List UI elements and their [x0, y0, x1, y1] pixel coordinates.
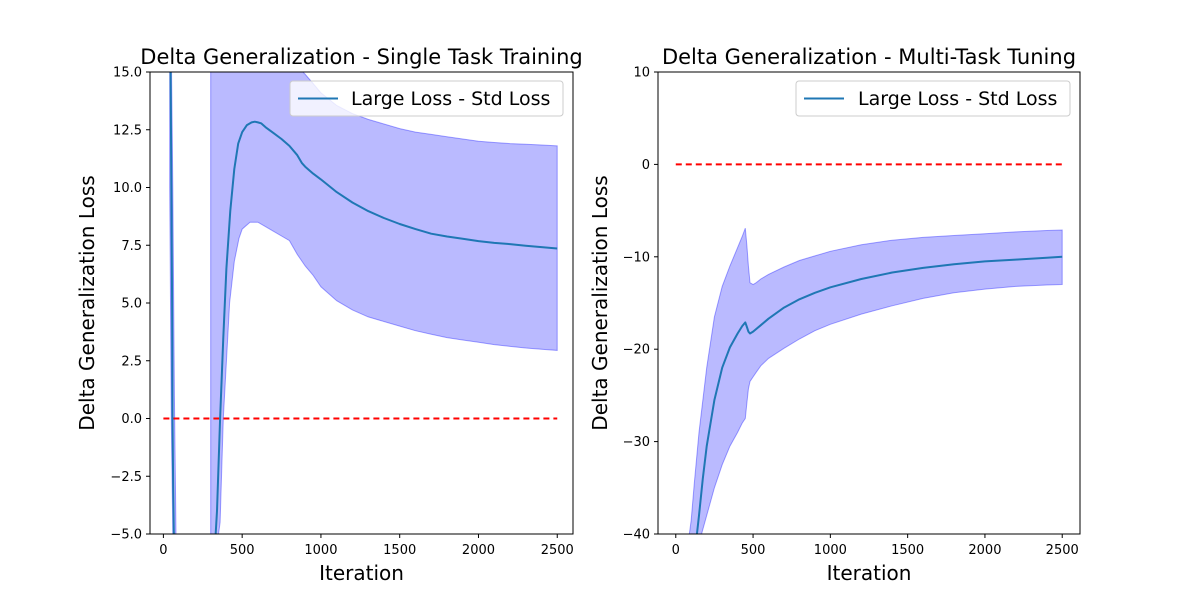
- left-series-line-0: [169, 72, 175, 534]
- right-axes-frame: [657, 71, 1081, 535]
- right-x-tick-label: 2000: [968, 543, 1001, 558]
- right-y-tick-label: −40: [623, 528, 650, 543]
- left-x-tick-label: 2000: [462, 543, 495, 558]
- right-x-tick-label: 1500: [891, 543, 924, 558]
- right-legend: Large Loss - Std Loss: [795, 80, 1071, 117]
- left-x-tick-label: 0: [159, 543, 167, 558]
- left-y-tick-label: 12.5: [113, 123, 142, 138]
- left-series-line-1: [214, 120, 558, 534]
- left-x-axis-ticks: 0 500 1000 1500 2000 2500: [159, 534, 574, 558]
- left-x-tick-label: 500: [230, 543, 255, 558]
- right-series-line-0: [695, 255, 1063, 534]
- left-legend-box: [289, 80, 564, 117]
- right-x-axis-ticks: 0 500 1000 1500 2000 2500: [672, 534, 1079, 558]
- left-chart-panel: Delta Generalization - Single Task Train…: [75, 45, 583, 585]
- left-x-axis-label: Iteration: [319, 561, 404, 585]
- left-y-tick-label: 10.0: [113, 181, 142, 196]
- left-plot-area: [163, 72, 558, 534]
- right-x-tick-label: 0: [672, 543, 680, 558]
- left-chart-title: Delta Generalization - Single Task Train…: [140, 45, 582, 69]
- right-y-tick-label: −10: [623, 250, 650, 265]
- left-y-tick-label: −2.5: [110, 470, 142, 485]
- right-y-axis-ticks: −40 −30 −20 −10 0 10: [623, 66, 658, 543]
- left-x-tick-label: 1000: [304, 543, 337, 558]
- right-y-tick-label: −30: [623, 435, 650, 450]
- left-y-tick-label: −5.0: [110, 528, 142, 543]
- right-chart-panel: Delta Generalization - Multi-Task Tuning…: [588, 45, 1081, 585]
- left-y-axis-ticks: −5.0 −2.5 0.0 2.5 5.0 7.5 10.0 12.5 15.0: [110, 66, 150, 543]
- right-y-tick-label: −20: [623, 343, 650, 358]
- left-y-tick-label: 7.5: [121, 239, 142, 254]
- right-y-tick-label: 0: [642, 158, 650, 173]
- left-y-tick-label: 0.0: [121, 412, 142, 427]
- left-y-tick-label: 5.0: [121, 297, 142, 312]
- left-x-tick-label: 1500: [383, 543, 416, 558]
- left-x-tick-label: 2500: [541, 543, 574, 558]
- left-y-tick-label: 15.0: [113, 66, 142, 81]
- right-plot-area: [675, 163, 1063, 534]
- left-y-tick-label: 2.5: [121, 354, 142, 369]
- right-legend-label: Large Loss - Std Loss: [858, 88, 1057, 110]
- right-chart-title: Delta Generalization - Multi-Task Tuning: [662, 45, 1076, 69]
- right-y-axis-label: Delta Generalization Loss: [588, 175, 612, 430]
- left-legend-label: Large Loss - Std Loss: [351, 88, 550, 110]
- left-confidence-band-1: [210, 72, 558, 534]
- left-y-axis-label: Delta Generalization Loss: [75, 175, 99, 430]
- right-x-tick-label: 2500: [1046, 543, 1079, 558]
- right-x-axis-label: Iteration: [827, 561, 912, 585]
- right-legend-box: [795, 80, 1071, 117]
- right-x-tick-label: 1000: [814, 543, 847, 558]
- left-legend: Large Loss - Std Loss: [289, 80, 564, 117]
- right-x-tick-label: 500: [741, 543, 766, 558]
- right-y-tick-label: 10: [633, 66, 650, 81]
